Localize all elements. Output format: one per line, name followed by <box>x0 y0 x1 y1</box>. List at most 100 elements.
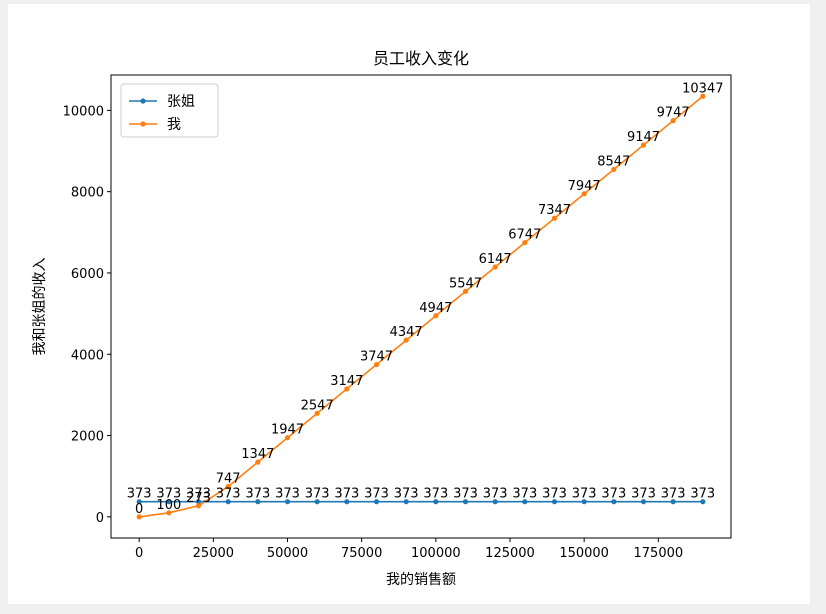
legend: 张姐我 <box>120 83 219 138</box>
legend-swatch-marker <box>140 98 146 104</box>
y-tick-label: 4000 <box>71 348 104 363</box>
data-label: 3147 <box>330 374 363 389</box>
x-tick-label: 150000 <box>559 546 609 561</box>
data-point <box>195 499 202 505</box>
data-label: 8547 <box>597 154 630 169</box>
data-point <box>522 239 528 246</box>
data-point <box>314 499 320 505</box>
data-label: 373 <box>156 487 181 502</box>
data-point <box>225 483 231 490</box>
data-label: 100 <box>156 498 181 513</box>
data-label: 373 <box>186 487 211 502</box>
data-labels: 373 373 373 373 373 373 373 373 373 373 373 373 373 3… <box>127 81 724 517</box>
data-point <box>344 386 350 392</box>
data-point <box>314 410 320 416</box>
data-point <box>433 313 439 319</box>
x-tick-label: 75000 <box>341 546 382 561</box>
data-label: 373 <box>512 487 537 502</box>
data-point <box>284 499 291 505</box>
data-point <box>373 499 380 505</box>
data-label: 9147 <box>627 130 660 145</box>
data-label: 7347 <box>538 203 571 218</box>
data-label: 373 <box>483 487 508 502</box>
x-tick-label: 25000 <box>193 546 234 561</box>
data-label: 373 <box>334 487 359 502</box>
data-label: 747 <box>216 471 241 486</box>
data-label: 10347 <box>682 81 723 96</box>
data-point <box>403 337 409 343</box>
legend-label: 我 <box>167 117 181 133</box>
x-tick-label: 125000 <box>485 546 535 561</box>
data-label: 0 <box>135 502 143 517</box>
data-label: 373 <box>690 487 715 502</box>
x-tick-label: 100000 <box>411 546 461 561</box>
y-tick-label: 6000 <box>71 267 104 282</box>
data-label: 373 <box>423 487 448 502</box>
data-label: 4347 <box>390 325 423 340</box>
data-point <box>611 499 617 505</box>
data-label: 373 <box>127 487 152 502</box>
data-label: 373 <box>572 487 597 502</box>
plot-frame <box>110 74 732 539</box>
data-label: 373 <box>275 487 300 502</box>
data-point <box>373 361 380 368</box>
x-tick-label: 175000 <box>634 546 684 561</box>
data-label: 373 <box>542 487 567 502</box>
data-point <box>136 499 142 505</box>
data-label: 373 <box>364 487 389 502</box>
data-label: 9747 <box>657 106 690 121</box>
x-tick-label: 50000 <box>267 546 308 561</box>
chart-title: 员工收入变化 <box>373 49 469 68</box>
data-point <box>195 503 202 509</box>
line-chart: 员工收入变化 0 25000 50000 75000 100000 125000 15000… <box>32 49 732 588</box>
data-label: 7947 <box>568 179 601 194</box>
data-point <box>462 288 469 294</box>
data-point <box>255 499 261 505</box>
data-label: 373 <box>661 487 686 502</box>
data-point <box>700 93 706 99</box>
data-point <box>344 499 350 505</box>
data-point <box>492 499 498 505</box>
data-label: 273 <box>186 491 211 506</box>
data-label: 5547 <box>449 276 482 291</box>
y-axis-label: 我和张姐的收入 <box>32 258 48 356</box>
x-tick-label: 0 <box>135 546 143 561</box>
chart-figure: 员工收入变化 0 25000 50000 75000 100000 125000 15000… <box>8 4 810 604</box>
data-point <box>492 264 498 270</box>
data-label: 6747 <box>508 228 541 243</box>
y-tick-label: 2000 <box>71 430 104 445</box>
data-label: 6147 <box>479 252 512 267</box>
data-point <box>640 142 647 148</box>
data-label: 373 <box>394 487 419 502</box>
data-point <box>670 118 676 124</box>
data-point <box>284 435 291 441</box>
data-label: 373 <box>601 487 626 502</box>
data-point <box>611 166 617 173</box>
data-label: 1947 <box>271 423 304 438</box>
data-point <box>551 499 558 505</box>
x-axis-label: 我的销售额 <box>386 572 456 588</box>
data-point <box>166 510 172 516</box>
data-point <box>225 499 231 505</box>
data-point <box>433 499 439 505</box>
data-point <box>700 499 706 505</box>
y-tick-label: 10000 <box>63 104 104 119</box>
data-point <box>640 499 647 505</box>
data-point <box>136 514 142 520</box>
data-label: 3747 <box>360 350 393 365</box>
data-point <box>581 499 587 505</box>
data-point <box>255 459 261 465</box>
legend-swatch-marker <box>140 121 146 127</box>
data-label: 1347 <box>241 447 274 462</box>
data-point <box>551 215 558 221</box>
data-point <box>403 499 409 505</box>
series-line-1 <box>139 95 704 518</box>
data-point <box>522 499 528 505</box>
y-tick-label: 0 <box>96 511 104 526</box>
legend-label: 张姐 <box>167 94 195 110</box>
data-point <box>581 191 587 197</box>
data-label: 373 <box>245 487 270 502</box>
data-label: 373 <box>216 487 241 502</box>
data-label: 373 <box>631 487 656 502</box>
data-point <box>462 499 469 505</box>
